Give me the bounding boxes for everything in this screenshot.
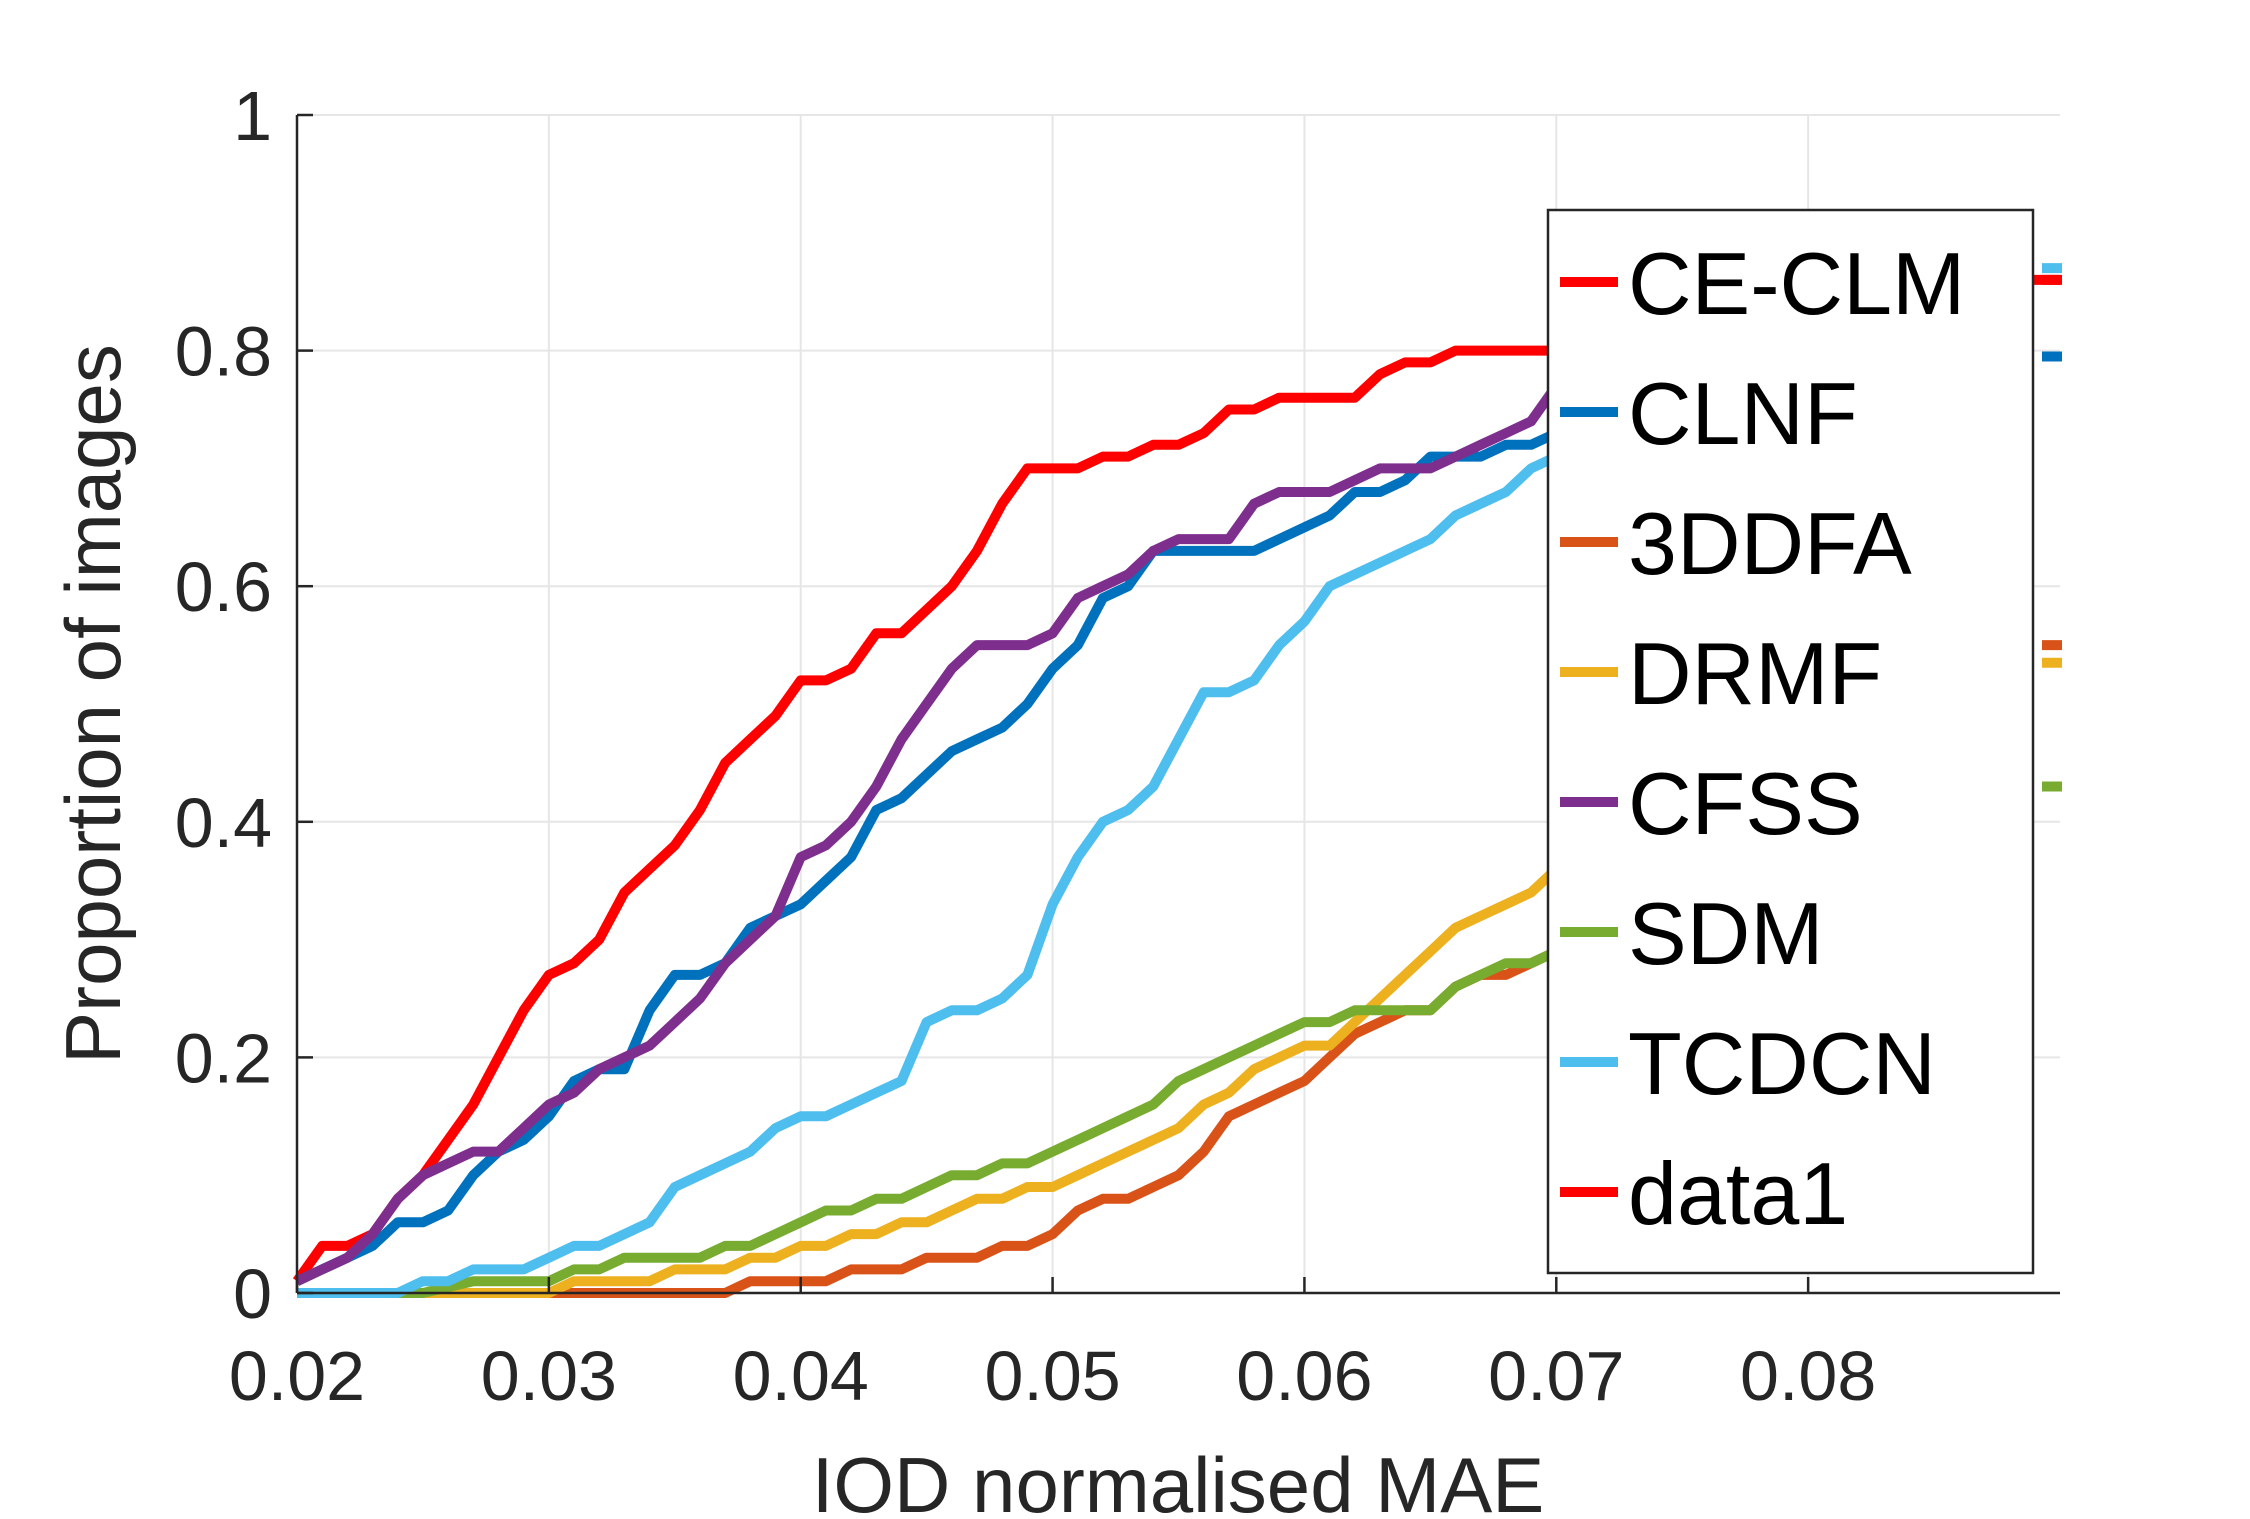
y-axis-label: Proportion of images (49, 344, 137, 1064)
y-tick-label: 0.8 (175, 313, 272, 391)
legend: CE-CLM CLNF 3DDFA DRMF CFSS SDM TCDCN data1 (1546, 208, 2035, 1275)
legend-label-sdm: SDM (1628, 884, 1824, 983)
series-line-cfss (294, 383, 1561, 1286)
legend-label-drmf: DRMF (1628, 624, 1882, 723)
legend-label-data1: data1 (1628, 1144, 1848, 1243)
legend-box (1546, 208, 2035, 1275)
legend-label-tcdcn: TCDCN (1628, 1014, 1936, 1113)
y-tick-label: 1 (233, 77, 272, 155)
x-tick-label: 0.03 (481, 1337, 617, 1415)
legend-label-3ddfa: 3DDFA (1628, 494, 1912, 593)
x-tick-label: 0.02 (229, 1337, 365, 1415)
legend-label-clnf: CLNF (1628, 364, 1858, 463)
x-tick-label: 0.08 (1740, 1337, 1876, 1415)
y-tick-label: 0.2 (175, 1019, 272, 1097)
x-tick-label: 0.07 (1488, 1337, 1624, 1415)
series-line-tcdcn (297, 452, 1559, 1298)
y-tick-label: 0.6 (175, 548, 272, 626)
x-tick-label: 0.04 (733, 1337, 869, 1415)
series-lines (292, 263, 2062, 1298)
tick-labels: 0.02 0.03 0.04 0.05 0.06 0.07 0.08 0 0.2 0.4 0.6 0.… (175, 77, 1877, 1415)
legend-label-cfss: CFSS (1628, 754, 1863, 853)
series-line-ce-clm (292, 345, 1557, 1285)
x-tick-label: 0.05 (984, 1337, 1120, 1415)
legend-label-ce-clm: CE-CLM (1628, 234, 1965, 333)
x-tick-label: 0.06 (1236, 1337, 1372, 1415)
y-tick-label: 0 (233, 1255, 272, 1333)
y-tick-label: 0.4 (175, 784, 272, 862)
x-axis-label: IOD normalised MAE (812, 1441, 1545, 1519)
series-line-sdm (297, 946, 1559, 1298)
axes (295, 113, 2060, 1295)
series-line-drmf (297, 865, 1560, 1298)
